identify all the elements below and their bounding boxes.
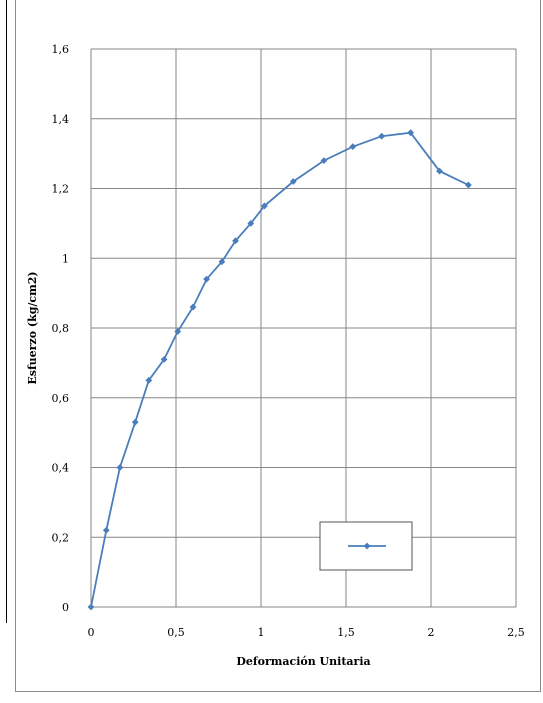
data-point-marker	[189, 303, 197, 311]
data-point-marker	[131, 418, 139, 426]
ruler-edge	[0, 0, 7, 623]
y-tick-labels: 0 0,2 0,4 0,6 0,8 1 1,2 1,4 1,6	[52, 43, 70, 614]
data-point-marker	[465, 181, 472, 189]
grid-layer	[90, 48, 517, 608]
data-point-marker	[116, 464, 124, 471]
legend-box	[319, 521, 413, 571]
data-point-marker	[102, 526, 110, 534]
data-point-marker	[218, 258, 226, 266]
x-tick-label: 0,5	[167, 626, 185, 639]
data-point-marker	[247, 219, 255, 227]
chart-frame: 0 0,2 0,4 0,6 0,8 1 1,2 1,4 1,6 0 0,5 1 1,5 2 2,5 Def…	[15, 0, 541, 692]
legend-marker-sample	[363, 542, 371, 550]
data-point-marker	[160, 355, 168, 363]
data-point-marker	[289, 178, 297, 185]
data-point-marker	[407, 129, 414, 137]
data-point-marker	[232, 237, 239, 245]
y-tick-label: 0,2	[52, 531, 70, 544]
y-tick-label: 0	[62, 601, 69, 614]
data-point-marker	[174, 328, 182, 335]
x-axis-label: Deformación Unitaria	[236, 655, 370, 668]
y-tick-label: 0,6	[52, 392, 70, 405]
data-point-marker	[349, 143, 357, 151]
y-axis-label: Esfuerzo (kg/cm2)	[26, 271, 39, 384]
y-tick-label: 1,6	[52, 43, 70, 56]
y-tick-label: 0,8	[52, 322, 70, 335]
x-tick-labels: 0 0,5 1 1,5 2 2,5	[88, 626, 525, 639]
x-tick-label: 2	[428, 626, 435, 639]
y-tick-label: 0,4	[52, 462, 70, 475]
y-tick-label: 1,2	[52, 183, 70, 196]
data-point-marker	[378, 132, 386, 140]
data-point-marker	[320, 157, 328, 164]
data-point-marker	[87, 603, 95, 611]
x-tick-label: 2,5	[507, 626, 525, 639]
data-point-marker	[436, 167, 443, 175]
y-tick-label: 1	[62, 252, 69, 265]
data-point-marker	[203, 275, 210, 283]
x-tick-label: 1,5	[337, 626, 355, 639]
x-tick-label: 1	[258, 626, 265, 639]
y-tick-label: 1,4	[52, 113, 70, 126]
series-line	[90, 131, 469, 608]
data-point-marker	[261, 202, 268, 210]
legend	[319, 521, 413, 571]
x-tick-label: 0	[88, 626, 95, 639]
series-layer	[87, 129, 472, 611]
data-point-marker	[145, 376, 153, 384]
chart-svg: 0 0,2 0,4 0,6 0,8 1 1,2 1,4 1,6 0 0,5 1 1,5 2 2,5 Def…	[26, 43, 525, 668]
